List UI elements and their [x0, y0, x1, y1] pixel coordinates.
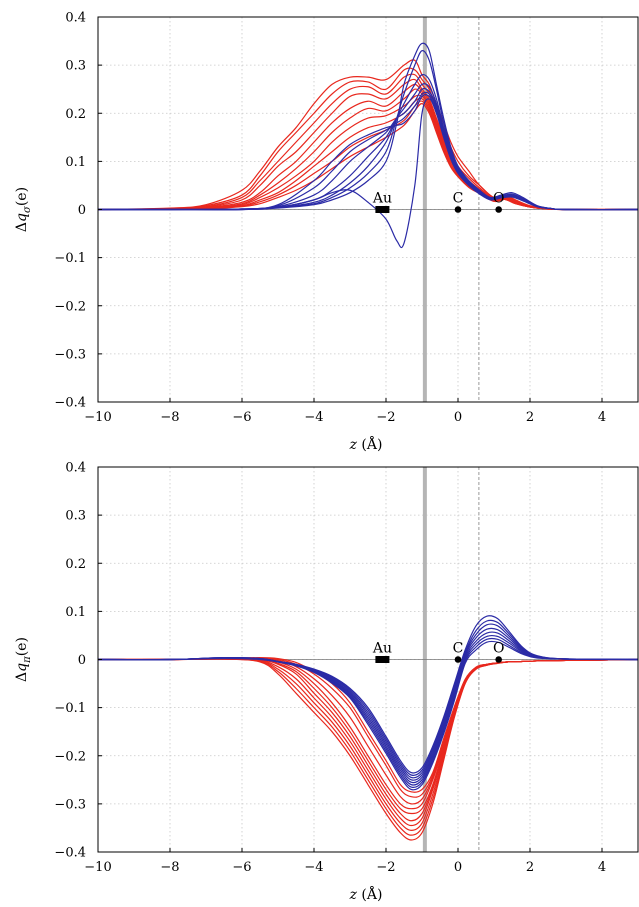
atom-label-o: O	[493, 641, 504, 657]
red-series-line	[98, 656, 638, 793]
red-series-line	[98, 103, 638, 211]
x-tick-label: −6	[232, 410, 251, 425]
y-tick-label: 0.2	[65, 557, 86, 572]
blue-series-line	[98, 42, 638, 211]
atom-label-o: O	[493, 191, 504, 207]
x-tick-label: −4	[304, 410, 323, 425]
y-tick-label: −0.2	[54, 299, 86, 314]
y-axis-title: Δqσ(e)	[14, 187, 33, 232]
y-tick-label: 0.1	[65, 605, 86, 620]
atom-marker-c	[454, 206, 462, 213]
x-tick-label: −10	[84, 410, 111, 425]
y-tick-label: 0	[78, 653, 86, 668]
red-series-line	[98, 67, 638, 211]
blue-series-line	[98, 50, 638, 211]
x-tick-label: −10	[84, 860, 111, 875]
y-tick-label: −0.3	[54, 797, 86, 812]
x-tick-label: −4	[304, 860, 323, 875]
atom-label-au: Au	[372, 191, 392, 207]
red-series-line	[98, 657, 638, 810]
y-tick-label: 0.2	[65, 107, 86, 122]
red-series-line	[98, 78, 638, 211]
blue-series-line	[98, 615, 638, 774]
red-series-line	[98, 657, 638, 798]
atom-label-au: Au	[372, 641, 392, 657]
atom-label-c: C	[453, 191, 464, 207]
red-series-line	[98, 88, 638, 211]
blue-series-line	[98, 87, 638, 211]
red-series-line	[98, 658, 638, 841]
red-series-line	[98, 100, 638, 211]
blue-series-line	[98, 619, 638, 776]
red-series-line	[98, 658, 638, 827]
x-tick-label: −8	[160, 410, 179, 425]
x-tick-label: 4	[598, 410, 606, 425]
blue-series-line	[98, 98, 638, 249]
y-axis-title: Δqπ(e)	[14, 637, 33, 682]
y-tick-label: 0.1	[65, 155, 86, 170]
x-tick-label: 4	[598, 860, 606, 875]
blue-series-line	[98, 91, 638, 211]
x-tick-label: −6	[232, 860, 251, 875]
red-series-line	[98, 94, 638, 211]
blue-series-line	[98, 73, 638, 211]
x-tick-label: −2	[376, 860, 395, 875]
chart-pi: Au C O −10 −8 −6 −4 −2 0 2 4 −0.4 −0.3 −0.2 −0.1 0 0.1 0.…	[14, 461, 639, 903]
x-tick-label: 2	[526, 860, 534, 875]
y-tick-label: −0.4	[54, 396, 86, 411]
y-tick-label: 0.3	[65, 59, 86, 74]
y-tick-label: 0.4	[65, 11, 86, 26]
x-tick-label: 0	[454, 410, 462, 425]
blue-series-line	[98, 640, 638, 791]
atom-label-c: C	[453, 641, 464, 657]
atom-marker-c	[454, 656, 462, 663]
red-series-line	[98, 658, 638, 831]
y-tick-label: 0.4	[65, 461, 86, 476]
atom-marker-o	[495, 656, 502, 663]
atom-marker-au	[375, 206, 390, 213]
chart-sigma: Au C O −10 −8 −6 −4 −2 0 2 4 −0.4 −0.3 −0.2 −0.1 0 0.1 0.…	[14, 11, 639, 453]
y-tick-label: −0.3	[54, 347, 86, 362]
blue-series-line	[98, 627, 638, 781]
blue-series-line	[98, 94, 638, 211]
y-tick-label: −0.1	[54, 251, 86, 266]
x-axis-title: z (Å)	[349, 885, 383, 903]
y-tick-label: 0.3	[65, 509, 86, 524]
atom-marker-au	[375, 656, 390, 663]
x-axis-title: z (Å)	[349, 435, 383, 453]
y-tick-label: −0.4	[54, 846, 86, 861]
x-tick-label: −2	[376, 410, 395, 425]
y-tick-label: 0	[78, 203, 86, 218]
y-tick-label: −0.2	[54, 749, 86, 764]
x-tick-label: 0	[454, 860, 462, 875]
atom-marker-o	[495, 206, 502, 213]
red-series-line	[98, 658, 638, 822]
x-tick-label: −8	[160, 860, 179, 875]
y-tick-label: −0.1	[54, 701, 86, 716]
red-series-line	[98, 97, 638, 211]
x-tick-label: 2	[526, 410, 534, 425]
